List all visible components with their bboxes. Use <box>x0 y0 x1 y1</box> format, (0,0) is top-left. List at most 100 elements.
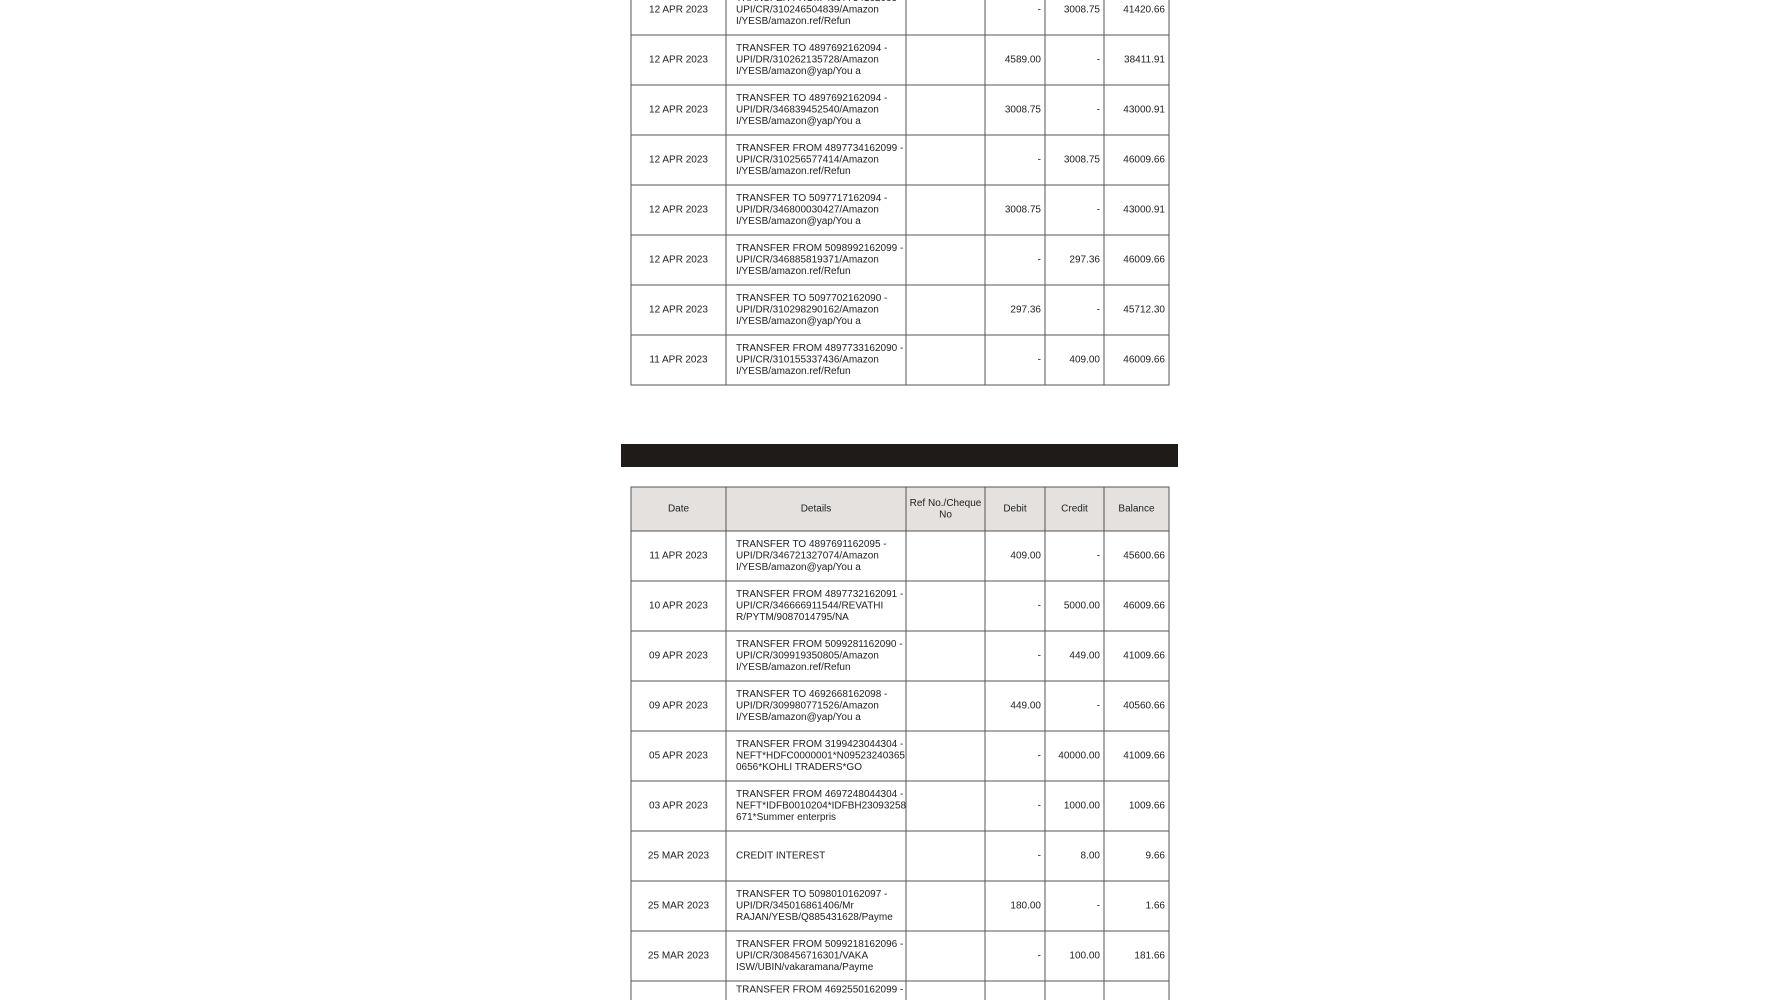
details-line: 0656*KOHLI TRADERS*GO <box>736 762 862 773</box>
details-line: TRANSFER TO 5097717162094 - <box>736 193 887 204</box>
balance: 46009.66 <box>1123 355 1165 366</box>
details-line: TRANSFER FROM 4897732162091 - <box>736 589 903 600</box>
column-header: Date <box>668 504 690 515</box>
details-line: 671*Summer enterpris <box>736 812 836 823</box>
date: 12 APR 2023 <box>649 205 708 216</box>
details-line: I/YESB/amazon@yap/You a <box>736 712 861 723</box>
date: 09 APR 2023 <box>649 651 708 662</box>
balance: 41420.66 <box>1123 5 1165 16</box>
details-line: TRANSFER TO 4692668162098 - <box>736 689 887 700</box>
credit: - <box>1097 701 1100 712</box>
details-line: TRANSFER TO 5098010162097 - <box>736 889 887 900</box>
header-row <box>630 486 1170 532</box>
debit: - <box>1038 951 1041 962</box>
table-row <box>630 34 1170 86</box>
details-line: UPI/CR/346885819371/Amazon <box>736 255 879 266</box>
credit: - <box>1097 551 1100 562</box>
balance: 1.66 <box>1146 901 1166 912</box>
details-line: TRANSFER FROM 4697248044304 - <box>736 789 903 800</box>
details-line: UPI/DR/310262135728/Amazon <box>736 55 879 66</box>
debit: 3008.75 <box>1005 105 1042 116</box>
details-line: UPI/CR/310155337436/Amazon <box>736 355 879 366</box>
balance: 9.66 <box>1146 851 1166 862</box>
debit: - <box>1038 851 1041 862</box>
table-row <box>630 680 1170 732</box>
details-line: UPI/DR/309980771526/Amazon <box>736 701 879 712</box>
credit: - <box>1097 205 1100 216</box>
credit: 40000.00 <box>1058 751 1100 762</box>
debit: 297.36 <box>1010 305 1041 316</box>
details-line: UPI/DR/346721327074/Amazon <box>736 551 879 562</box>
table-row <box>630 980 1170 1000</box>
credit: 449.00 <box>1069 651 1100 662</box>
table-row <box>630 334 1170 386</box>
table-row <box>630 84 1170 136</box>
date: 12 APR 2023 <box>649 55 708 66</box>
table-row <box>630 780 1170 832</box>
details-line: TRANSFER FROM 4897733162090 - <box>736 343 903 354</box>
balance: 45712.30 <box>1123 305 1165 316</box>
details-line: UPI/DR/345016861406/Mr <box>736 901 855 912</box>
debit: 4589.00 <box>1005 55 1042 66</box>
credit: 409.00 <box>1069 355 1100 366</box>
credit: - <box>1097 305 1100 316</box>
details-line: TRANSFER TO 4897692162094 - <box>736 93 887 104</box>
date: 09 APR 2023 <box>649 701 708 712</box>
date: 10 APR 2023 <box>649 601 708 612</box>
details-line: TRANSFER FROM 4897734162099 - <box>736 143 903 154</box>
details-line: I/YESB/amazon.ref/Refun <box>736 166 851 177</box>
column-header: Credit <box>1061 504 1088 515</box>
credit: 8.00 <box>1081 851 1101 862</box>
details-line: UPI/CR/309919350805/Amazon <box>736 651 879 662</box>
table-row <box>630 730 1170 782</box>
balance: 1009.66 <box>1129 801 1166 812</box>
details-line: I/YESB/amazon.ref/Refun <box>736 366 851 377</box>
details-line: UPI/DR/346800030427/Amazon <box>736 205 879 216</box>
details-line: I/YESB/amazon.ref/Refun <box>736 266 851 277</box>
details-line: TRANSFER FROM 5099281162090 - <box>736 639 903 650</box>
details-line: TRANSFER FROM 4692550162099 - <box>736 985 903 996</box>
debit: - <box>1038 651 1041 662</box>
debit: 3008.75 <box>1005 205 1042 216</box>
date: 12 APR 2023 <box>649 255 708 266</box>
details-line: TRANSFER TO 4897691162095 - <box>736 539 887 550</box>
debit: - <box>1038 5 1041 16</box>
details-line: R/PYTM/9087014795/NA <box>736 612 849 623</box>
details-line: UPI/DR/310298290162/Amazon <box>736 305 879 316</box>
table-row <box>630 530 1170 582</box>
details-line: UPI/DR/346839452540/Amazon <box>736 105 879 116</box>
table-row <box>630 184 1170 236</box>
date: 25 MAR 2023 <box>648 951 710 962</box>
credit: - <box>1097 55 1100 66</box>
details-line: CREDIT INTEREST <box>736 851 825 862</box>
details-line: ISW/UBIN/vakaramana/Payme <box>736 962 874 973</box>
details-line: TRANSFER FROM 5099218162096 - <box>736 939 903 950</box>
column-header: Balance <box>1118 504 1155 515</box>
date: 03 APR 2023 <box>649 801 708 812</box>
credit: 100.00 <box>1069 951 1100 962</box>
balance: 41009.66 <box>1123 751 1165 762</box>
details-line: TRANSFER TO 4897692162094 - <box>736 43 887 54</box>
date: 11 APR 2023 <box>649 551 708 562</box>
table-row <box>630 284 1170 336</box>
details-line: I/YESB/amazon.ref/Refun <box>736 662 851 673</box>
credit: - <box>1097 901 1100 912</box>
credit: 5000.00 <box>1064 601 1101 612</box>
details-line: I/YESB/amazon.ref/Refun <box>736 16 851 27</box>
column-header: Details <box>801 504 832 515</box>
details-line: I/YESB/amazon@yap/You a <box>736 116 861 127</box>
balance: 46009.66 <box>1123 155 1165 166</box>
debit: 449.00 <box>1010 701 1041 712</box>
date: 12 APR 2023 <box>649 5 708 16</box>
balance: 41009.66 <box>1123 651 1165 662</box>
details-line: I/YESB/amazon@yap/You a <box>736 216 861 227</box>
table-row <box>630 0 1170 36</box>
debit: - <box>1038 801 1041 812</box>
balance: 40560.66 <box>1123 701 1165 712</box>
details-line: TRANSFER FROM 4897734162099 - <box>736 0 903 4</box>
debit: - <box>1038 601 1041 612</box>
credit: - <box>1097 105 1100 116</box>
balance: 43000.91 <box>1123 205 1165 216</box>
details-line: NEFT*IDFB0010204*IDFBH23093258 <box>736 801 907 812</box>
balance: 181.66 <box>1134 951 1165 962</box>
